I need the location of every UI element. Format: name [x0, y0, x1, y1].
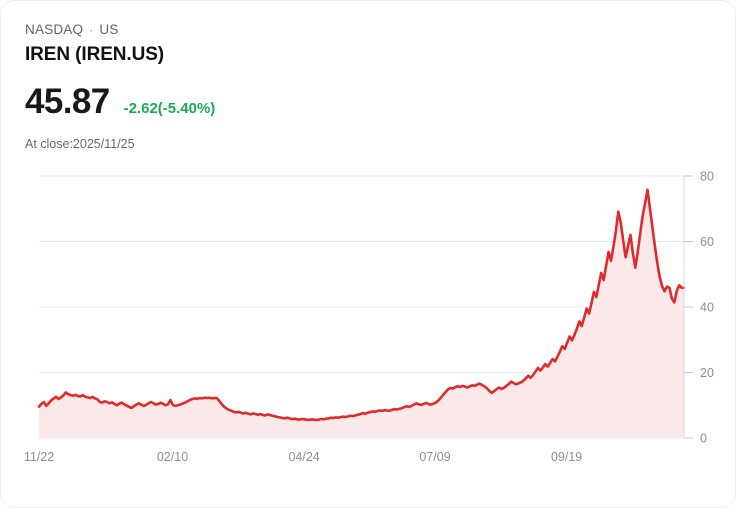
price-change: -2.62(-5.40%)	[123, 100, 216, 117]
svg-text:80: 80	[700, 170, 714, 184]
y-axis-ticks	[684, 175, 693, 439]
svg-text:0: 0	[700, 432, 707, 446]
last-price: 45.87	[25, 82, 110, 121]
price-area-fill	[39, 189, 684, 438]
price-chart[interactable]: 0 20 40 60 80 11/22 02/10 04/24 07/09 09/19	[1, 161, 735, 476]
quote-header: NASDAQ · US IREN (IREN.US) 45.87 -2.62(-…	[1, 1, 735, 152]
svg-text:02/10: 02/10	[157, 450, 188, 464]
price-row: 45.87 -2.62(-5.40%)	[25, 82, 735, 122]
separator-dot: ·	[89, 23, 94, 37]
region-label: US	[99, 22, 119, 37]
exchange-name: NASDAQ	[25, 22, 84, 37]
svg-text:04/24: 04/24	[288, 450, 319, 464]
price-chart-svg: 0 20 40 60 80 11/22 02/10 04/24 07/09 09/19	[24, 170, 714, 465]
svg-text:09/19: 09/19	[551, 450, 582, 464]
y-axis-labels: 0 20 40 60 80	[700, 170, 714, 446]
price-line	[37, 188, 686, 422]
svg-text:07/09: 07/09	[419, 450, 450, 464]
exchange-row: NASDAQ · US	[25, 21, 735, 39]
svg-text:20: 20	[700, 366, 714, 380]
page-title: IREN (IREN.US)	[25, 44, 164, 65]
close-timestamp: At close:2025/11/25	[25, 137, 135, 151]
svg-text:40: 40	[700, 301, 714, 315]
x-axis-labels: 11/22 02/10 04/24 07/09 09/19	[24, 450, 582, 464]
svg-text:11/22: 11/22	[24, 450, 54, 464]
svg-text:60: 60	[700, 235, 714, 249]
